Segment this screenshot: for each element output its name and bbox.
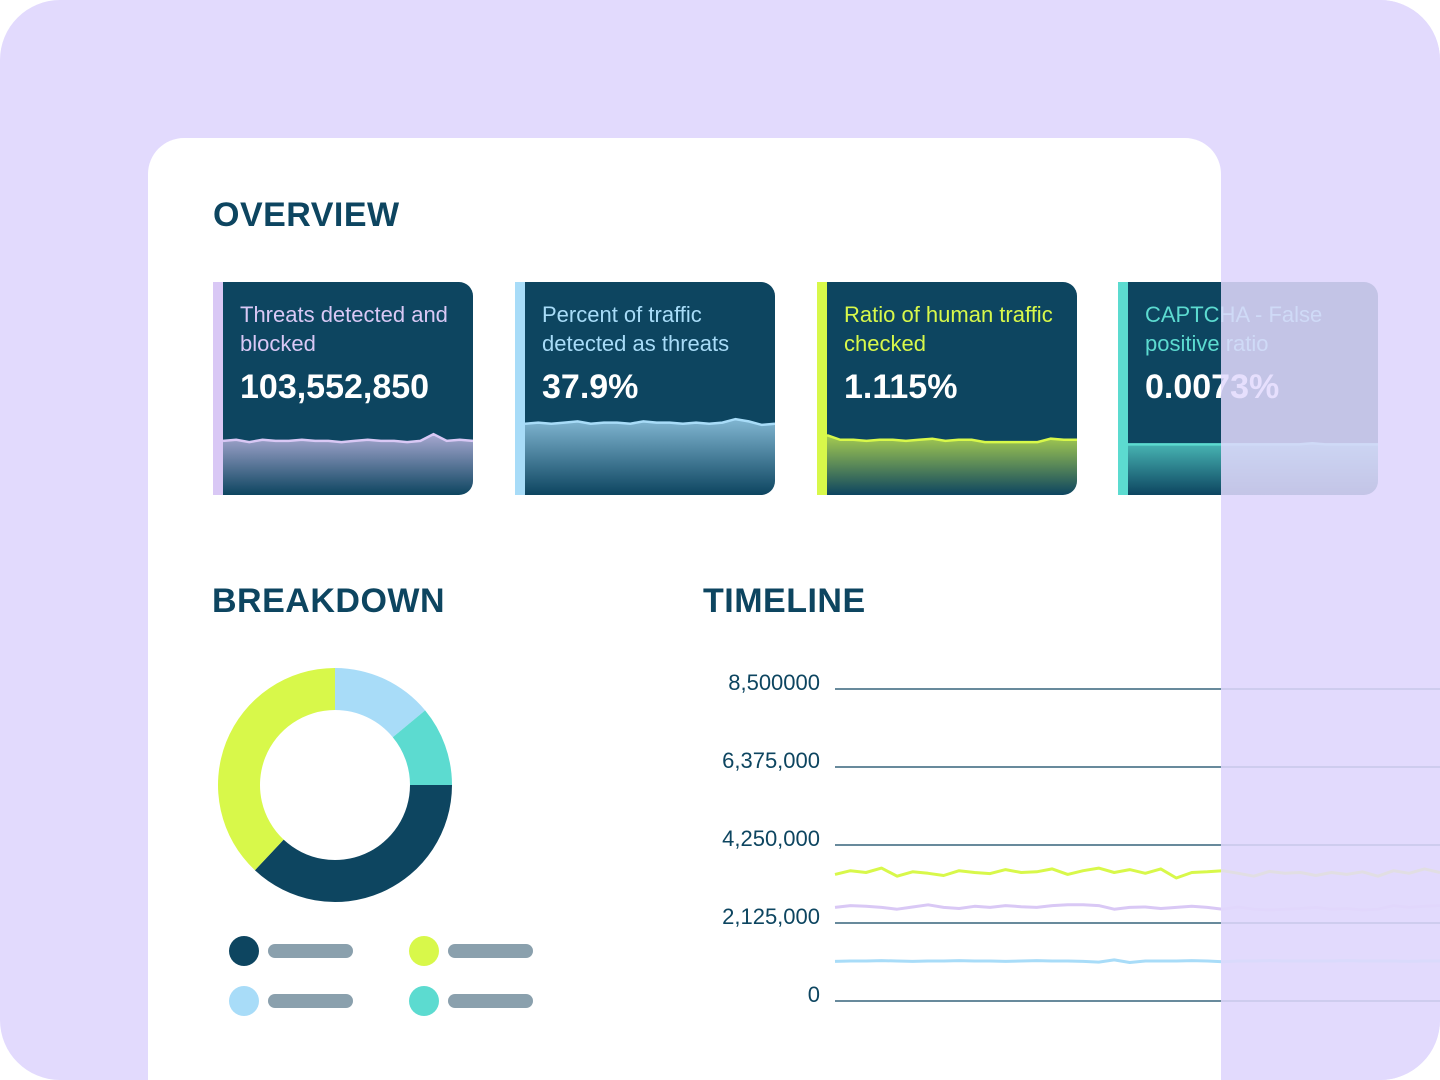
y-tick-label: 4,250,000 <box>722 826 820 851</box>
donut-segment <box>392 710 452 785</box>
sparkline-chart <box>827 434 1077 495</box>
y-tick-label: 0 <box>808 982 820 1007</box>
legend-swatch <box>229 986 259 1016</box>
donut-segment <box>218 668 335 871</box>
sparkline <box>827 434 1077 444</box>
card-value: 37.9% <box>542 368 639 406</box>
legend-swatch <box>409 986 439 1016</box>
y-tick-label: 8,500000 <box>728 670 820 695</box>
card-accent <box>213 282 223 495</box>
breakdown-title: BREAKDOWN <box>212 582 446 620</box>
sparkline-chart <box>525 417 775 495</box>
sparkline-area <box>525 419 775 495</box>
card-value: 1.115% <box>844 368 958 406</box>
card-accent <box>1118 282 1128 495</box>
card-accent <box>515 282 525 495</box>
card-label: Ratio of human traffic checked <box>844 302 1053 356</box>
legend-placeholder <box>448 944 533 958</box>
card-label: Percent of traffic detected as threats <box>542 302 730 356</box>
y-tick-label: 6,375,000 <box>722 748 820 773</box>
legend-placeholder <box>268 944 353 958</box>
metric-card: Ratio of human traffic checked 1.115% <box>817 282 1077 495</box>
overlay <box>1221 0 1440 1080</box>
sparkline <box>525 417 775 427</box>
legend-swatch <box>409 936 439 966</box>
metric-card: Percent of traffic detected as threats 37… <box>515 282 775 495</box>
sparkline <box>223 432 473 444</box>
donut-segment <box>254 785 452 902</box>
sparkline-chart <box>223 432 473 495</box>
timeline-title: TIMELINE <box>703 582 866 620</box>
card-value: 103,552,850 <box>240 368 430 406</box>
overview-title: OVERVIEW <box>213 196 400 234</box>
sparkline-area <box>827 435 1077 495</box>
card-accent <box>817 282 827 495</box>
card-label: Threats detected and blocked <box>240 302 448 356</box>
legend-placeholder <box>448 994 533 1008</box>
donut-segment <box>335 668 426 738</box>
sparkline-area <box>223 434 473 495</box>
y-tick-label: 2,125,000 <box>722 904 820 929</box>
metric-card: Threats detected and blocked 103,552,850 <box>213 282 473 495</box>
legend-placeholder <box>268 994 353 1008</box>
legend-swatch <box>229 936 259 966</box>
